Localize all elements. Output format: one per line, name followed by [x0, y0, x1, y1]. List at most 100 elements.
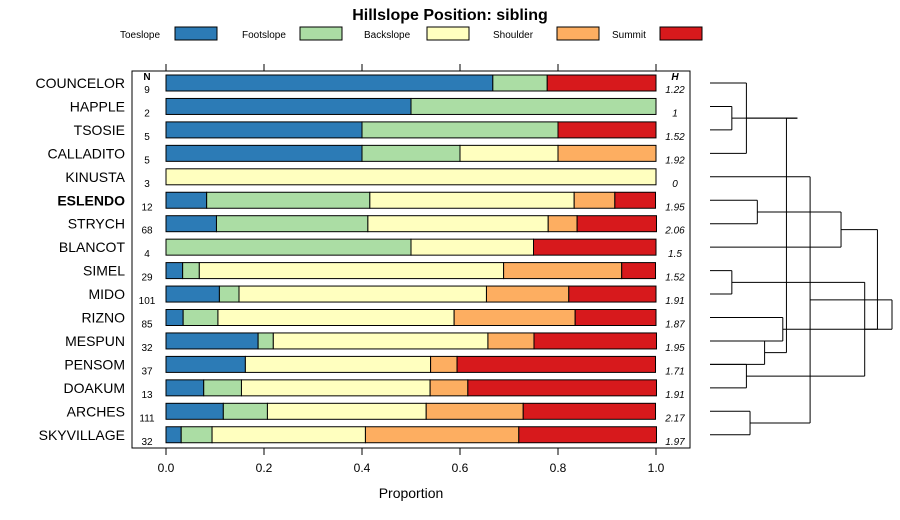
- bar-segment-pensom-toeslope: [165, 355, 246, 373]
- h-value-tsosie: 1.52: [665, 132, 685, 143]
- bar-segment-arches-footslope: [222, 402, 268, 420]
- row-label-arches: ARCHES: [67, 403, 125, 419]
- bar-segment-skyvillage-summit: [518, 426, 657, 444]
- bar-segment-eslendo-shoulder: [573, 191, 616, 209]
- row-label-happle: HAPPLE: [70, 98, 125, 114]
- bar-segment-councelor-footslope: [492, 74, 548, 92]
- bar-segment-blancot-backslope: [410, 238, 534, 256]
- row-labels: COUNCELOR HAPPLE TSOSIE CALLADITO KINUSTA ESL…: [36, 75, 126, 443]
- bar-segment-simel-shoulder: [503, 262, 623, 280]
- bar-segment-doakum-toeslope: [165, 379, 205, 397]
- n-value-simel: 29: [141, 273, 153, 284]
- bar-segment-arches-summit: [522, 402, 657, 420]
- bar-segment-blancot-summit: [533, 238, 657, 256]
- bar-segment-mespun-summit: [533, 332, 657, 350]
- bar-segment-skyvillage-footslope: [180, 426, 213, 444]
- bar-segment-arches-shoulder: [425, 402, 524, 420]
- bars: [165, 74, 657, 444]
- bar-segment-eslendo-toeslope: [165, 191, 208, 209]
- h-value-calladito: 1.92: [665, 155, 685, 166]
- row-label-doakum: DOAKUM: [64, 380, 125, 396]
- x-tick-label: 0.4: [354, 461, 371, 475]
- h-value-pensom: 1.71: [665, 366, 684, 377]
- h-value-rizno: 1.87: [665, 320, 685, 331]
- n-header: N: [143, 72, 150, 83]
- bar-segment-mido-summit: [568, 285, 657, 303]
- bar-segment-happle-footslope: [410, 97, 657, 115]
- legend-swatch-backslope: [426, 26, 470, 41]
- legend-swatch-footslope: [299, 26, 343, 41]
- legend-swatch-summit: [659, 26, 703, 41]
- row-label-calladito: CALLADITO: [47, 145, 125, 161]
- bar-segment-arches-backslope: [266, 402, 427, 420]
- n-value-happle: 2: [144, 108, 150, 119]
- bar-segment-mespun-toeslope: [165, 332, 259, 350]
- x-axis-label: Proportion: [379, 485, 444, 501]
- bar-segment-mido-footslope: [218, 285, 240, 303]
- bar-segment-eslendo-summit: [614, 191, 657, 209]
- legend-swatch-toeslope: [174, 26, 218, 41]
- chart-title: Hillslope Position: sibling: [352, 7, 548, 24]
- h-value-blancot: 1.5: [668, 249, 682, 260]
- legend-label-footslope: Footslope: [242, 30, 286, 41]
- h-value-doakum: 1.91: [665, 390, 684, 401]
- plot-frame: [131, 70, 691, 449]
- n-value-kinusta: 3: [144, 179, 150, 190]
- n-value-rizno: 85: [141, 320, 153, 331]
- h-value-simel: 1.52: [665, 273, 685, 284]
- bar-segment-rizno-toeslope: [165, 309, 184, 326]
- row-label-mespun: MESPUN: [65, 333, 125, 349]
- dendrogram: [710, 82, 893, 436]
- row-label-tsosie: TSOSIE: [74, 122, 125, 138]
- row-label-eslendo: ESLENDO: [57, 192, 125, 208]
- h-header: H: [671, 72, 679, 83]
- bar-segment-skyvillage-toeslope: [165, 426, 182, 444]
- bar-segment-tsosie-summit: [557, 121, 657, 139]
- legend-label-toeslope: Toeslope: [120, 30, 160, 41]
- n-value-mido: 101: [139, 296, 156, 307]
- n-labels: N 9 2 5 5 3 12 68 4 29 101 85 32 37 13 111 32: [139, 72, 156, 448]
- bar-segment-mido-backslope: [238, 285, 487, 303]
- row-label-strych: STRYCH: [68, 216, 125, 232]
- bar-segment-happle-toeslope: [165, 97, 412, 115]
- bar-segment-tsosie-toeslope: [165, 121, 363, 139]
- n-value-eslendo: 12: [141, 202, 153, 213]
- bar-segment-councelor-summit: [546, 74, 657, 92]
- legend-label-summit: Summit: [612, 30, 646, 41]
- bar-segment-mespun-footslope: [257, 332, 274, 350]
- bar-segment-calladito-footslope: [361, 144, 461, 162]
- x-axis: 0.0 0.2 0.4 0.6 0.8 1.0: [158, 64, 665, 475]
- n-value-pensom: 37: [141, 366, 153, 377]
- h-value-mespun: 1.95: [665, 343, 685, 354]
- bar-segment-rizno-backslope: [217, 309, 455, 326]
- h-labels: H 1.22 1 1.52 1.92 0 1.95 2.06 1.5 1.52 1.91 1.87 1.…: [664, 72, 685, 448]
- bar-segment-simel-backslope: [198, 262, 505, 280]
- n-value-mespun: 32: [141, 343, 153, 354]
- x-tick-label: 1.0: [648, 461, 665, 475]
- n-value-skyvillage: 32: [141, 437, 153, 448]
- bar-segment-strych-toeslope: [165, 215, 217, 233]
- bar-segment-pensom-summit: [456, 355, 657, 373]
- bar-segment-arches-toeslope: [165, 402, 224, 420]
- row-label-skyvillage: SKYVILLAGE: [39, 427, 125, 443]
- h-value-arches: 2.17: [664, 413, 685, 424]
- bar-segment-doakum-summit: [467, 379, 657, 397]
- bar-segment-doakum-backslope: [240, 379, 431, 397]
- legend-label-backslope: Backslope: [364, 30, 411, 41]
- bar-segment-rizno-shoulder: [453, 309, 576, 326]
- bar-segment-rizno-footslope: [182, 309, 219, 326]
- legend: Toeslope Footslope Backslope Shoulder Summit: [120, 26, 703, 41]
- bar-segment-simel-footslope: [182, 262, 200, 280]
- bar-segment-pensom-backslope: [244, 355, 432, 373]
- bar-segment-strych-shoulder: [547, 215, 578, 233]
- n-value-blancot: 4: [144, 249, 150, 260]
- bar-segment-doakum-shoulder: [429, 379, 469, 397]
- bar-segment-mespun-shoulder: [487, 332, 535, 350]
- n-value-councelor: 9: [144, 85, 150, 96]
- bar-segment-councelor-toeslope: [165, 74, 494, 92]
- h-value-happle: 1: [672, 108, 678, 119]
- n-value-strych: 68: [141, 226, 153, 237]
- bar-segment-kinusta-backslope: [165, 168, 657, 186]
- bar-segment-simel-toeslope: [165, 262, 184, 280]
